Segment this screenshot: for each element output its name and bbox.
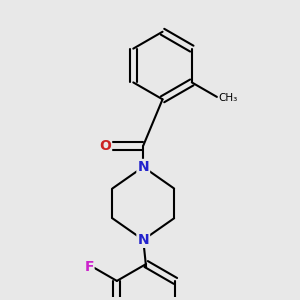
Text: N: N (137, 233, 149, 247)
Text: F: F (85, 260, 94, 274)
Text: O: O (100, 139, 112, 153)
Text: N: N (137, 160, 149, 174)
Text: CH₃: CH₃ (219, 93, 238, 103)
